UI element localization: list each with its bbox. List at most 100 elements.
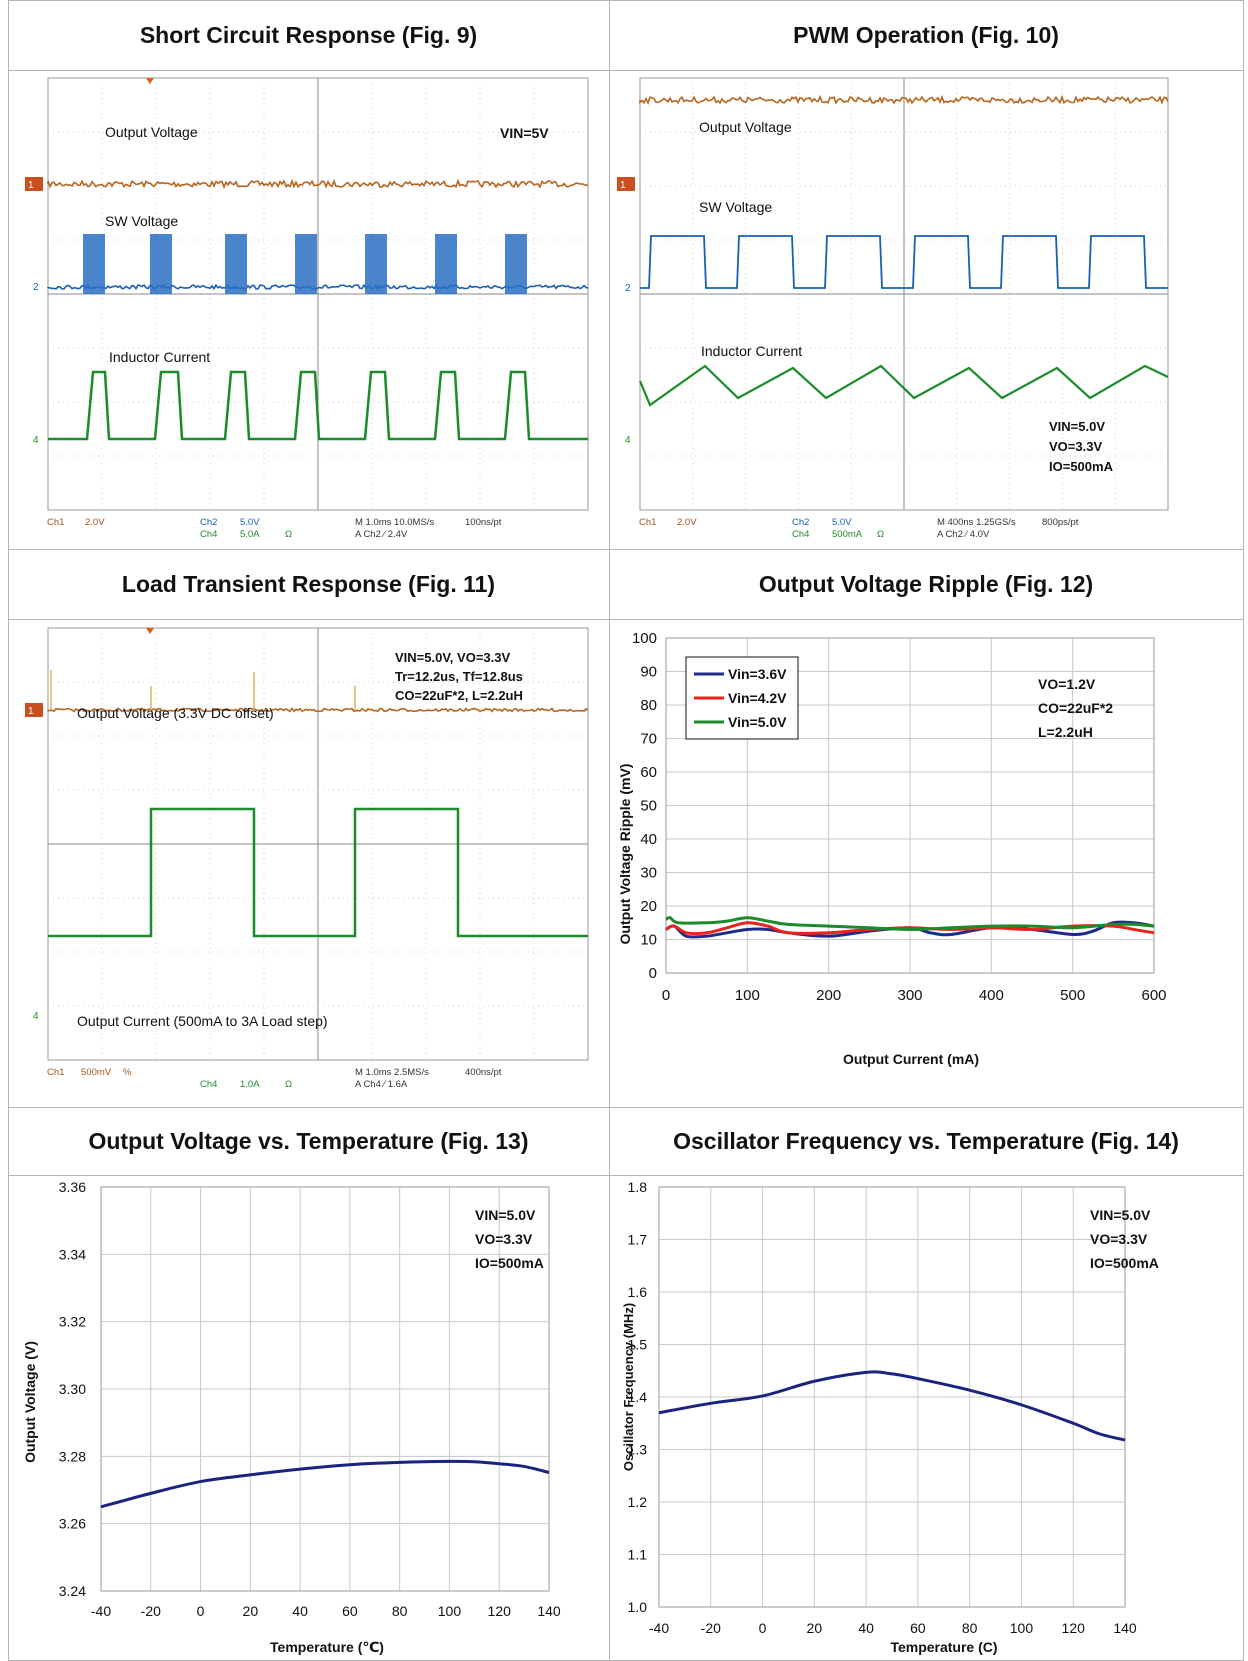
grid-rule (8, 549, 1244, 550)
footer-ohm: Ω (877, 529, 884, 540)
fig13-title: Output Voltage vs. Temperature (Fig. 13) (88, 1127, 529, 1154)
annotation-vo: VO=3.3V (475, 1231, 533, 1247)
series-line-3 (665, 916, 1155, 931)
scope-condition-io: IO=500mA (1049, 459, 1114, 474)
series-line-1 (658, 1370, 1126, 1442)
legend-entry: Vin=4.2V (728, 690, 787, 706)
footer-timebase: M 1.0ms 10.0MS/s (355, 517, 434, 528)
footer-ch4-scale: 5.0A (240, 529, 260, 540)
scope-label-output-current: Output Current (500mA to 3A Load step) (77, 1013, 328, 1029)
footer-ch2-scale: 5.0V (240, 517, 260, 528)
scope-label-sw-voltage: SW Voltage (105, 213, 178, 229)
trace-output-voltage (639, 94, 1169, 106)
grid-rule (8, 1175, 1244, 1176)
y-tick-label: 1.2 (628, 1494, 648, 1510)
y-tick-label: 3.24 (59, 1583, 86, 1599)
x-tick-label: -20 (701, 1620, 721, 1636)
y-tick-label: 3.36 (59, 1182, 86, 1195)
scope-condition-line2: Tr=12.2us, Tf=12.8us (395, 669, 523, 684)
x-tick-label: 80 (392, 1603, 408, 1619)
scope-label-sw-voltage: SW Voltage (699, 199, 772, 215)
x-tick-label: -40 (649, 1620, 669, 1636)
fig9-title: Short Circuit Response (Fig. 9) (139, 21, 478, 48)
footer-ohm: Ω (285, 1079, 292, 1090)
y-tick-label: 3.34 (59, 1246, 86, 1262)
ch1-marker-label: 1 (28, 180, 34, 191)
scope-conditions: VIN=5V (500, 125, 549, 141)
annotation-vin: VIN=5.0V (475, 1207, 536, 1223)
trigger-marker (146, 78, 154, 84)
fig10-title: PWM Operation (Fig. 10) (793, 21, 1059, 48)
y-tick-label: 1.4 (628, 1389, 648, 1405)
scope-condition-vin: VIN=5.0V (1049, 419, 1105, 434)
ch4-marker-label: 4 (33, 435, 39, 446)
y-tick-label: 40 (640, 831, 657, 848)
footer-trigger: A Ch2 ⁄ 4.0V (937, 529, 990, 540)
y-tick-label: 1.7 (628, 1232, 648, 1248)
footer-ch1-scale: 2.0V (677, 517, 697, 528)
x-tick-label: 400 (979, 987, 1004, 1004)
x-tick-label: 0 (197, 1603, 205, 1619)
x-tick-label: 100 (1010, 1620, 1034, 1636)
y-tick-label: 1.6 (628, 1284, 648, 1300)
y-tick-label: 3.26 (59, 1516, 86, 1532)
sw-burst (295, 234, 317, 294)
series-line-2 (665, 921, 1155, 936)
grid-rule (8, 1107, 1244, 1108)
trace-output-current (48, 807, 588, 938)
y-tick-label: 50 (640, 798, 657, 815)
y-tick-label: 1.3 (628, 1442, 648, 1458)
x-tick-label: 60 (342, 1603, 358, 1619)
x-tick-label: 60 (910, 1620, 926, 1636)
footer-ch4: Ch4 (200, 1079, 217, 1090)
scope-label-output-voltage: Output Voltage (105, 124, 198, 140)
x-tick-label: 200 (816, 987, 841, 1004)
sw-burst (225, 234, 247, 294)
ch1-marker (617, 177, 635, 191)
y-tick-label: 100 (632, 630, 657, 647)
y-tick-label: 30 (640, 865, 657, 882)
footer-ch4: Ch4 (200, 529, 217, 540)
trace-inductor-current (48, 370, 588, 441)
fig12-title: Output Voltage Ripple (Fig. 12) (758, 570, 1094, 597)
y-tick-label: 10 (640, 932, 657, 949)
x-tick-label: 100 (438, 1603, 462, 1619)
ch1-marker-label: 1 (28, 706, 34, 717)
scope-condition-line3: CO=22uF*2, L=2.2uH (395, 688, 523, 703)
footer-ch4-scale: 500mA (832, 529, 863, 540)
fig14-title: Oscillator Frequency vs. Temperature (Fi… (673, 1127, 1179, 1154)
annotation-io: IO=500mA (475, 1255, 544, 1271)
legend-entry: Vin=5.0V (728, 714, 787, 730)
figure-grid: Short Circuit Response (Fig. 9) PWM Oper… (8, 0, 1244, 1661)
x-axis-label: Temperature (℃) (270, 1639, 384, 1655)
footer-ch1-scale: 2.0V (85, 517, 105, 528)
fig11-title: Load Transient Response (Fig. 11) (121, 570, 496, 597)
x-tick-label: 140 (1113, 1620, 1137, 1636)
footer-ch1: Ch1 (47, 1067, 64, 1078)
y-tick-label: 1.0 (628, 1599, 648, 1615)
legend-entry: Vin=3.6V (728, 666, 787, 682)
scope-label-inductor-current: Inductor Current (701, 343, 802, 359)
plot-area (100, 1186, 550, 1592)
y-tick-label: 1.5 (628, 1337, 648, 1353)
y-tick-label: 70 (640, 731, 657, 748)
y-tick-label: 20 (640, 898, 657, 915)
sw-burst (505, 234, 527, 294)
ch2-marker-label: 2 (33, 282, 39, 293)
x-tick-label: 40 (858, 1620, 874, 1636)
x-tick-label: 140 (537, 1603, 561, 1619)
x-tick-label: 100 (735, 987, 760, 1004)
x-tick-label: 0 (759, 1620, 767, 1636)
footer-ch1-scale: 500mV (81, 1067, 112, 1078)
trace-inductor-current (638, 364, 1169, 407)
footer-bw: % (123, 1067, 132, 1078)
sw-burst (435, 234, 457, 294)
y-tick-label: 90 (640, 664, 657, 681)
annotation-vin: VIN=5.0V (1090, 1207, 1151, 1223)
annotation-io: IO=500mA (1090, 1255, 1159, 1271)
x-tick-label: 300 (897, 987, 922, 1004)
x-tick-label: 0 (662, 987, 670, 1004)
x-tick-label: -40 (91, 1603, 111, 1619)
scope-fig9: Output Voltage SW Voltage Inductor Curre… (25, 77, 589, 540)
footer-ch4: Ch4 (792, 529, 809, 540)
